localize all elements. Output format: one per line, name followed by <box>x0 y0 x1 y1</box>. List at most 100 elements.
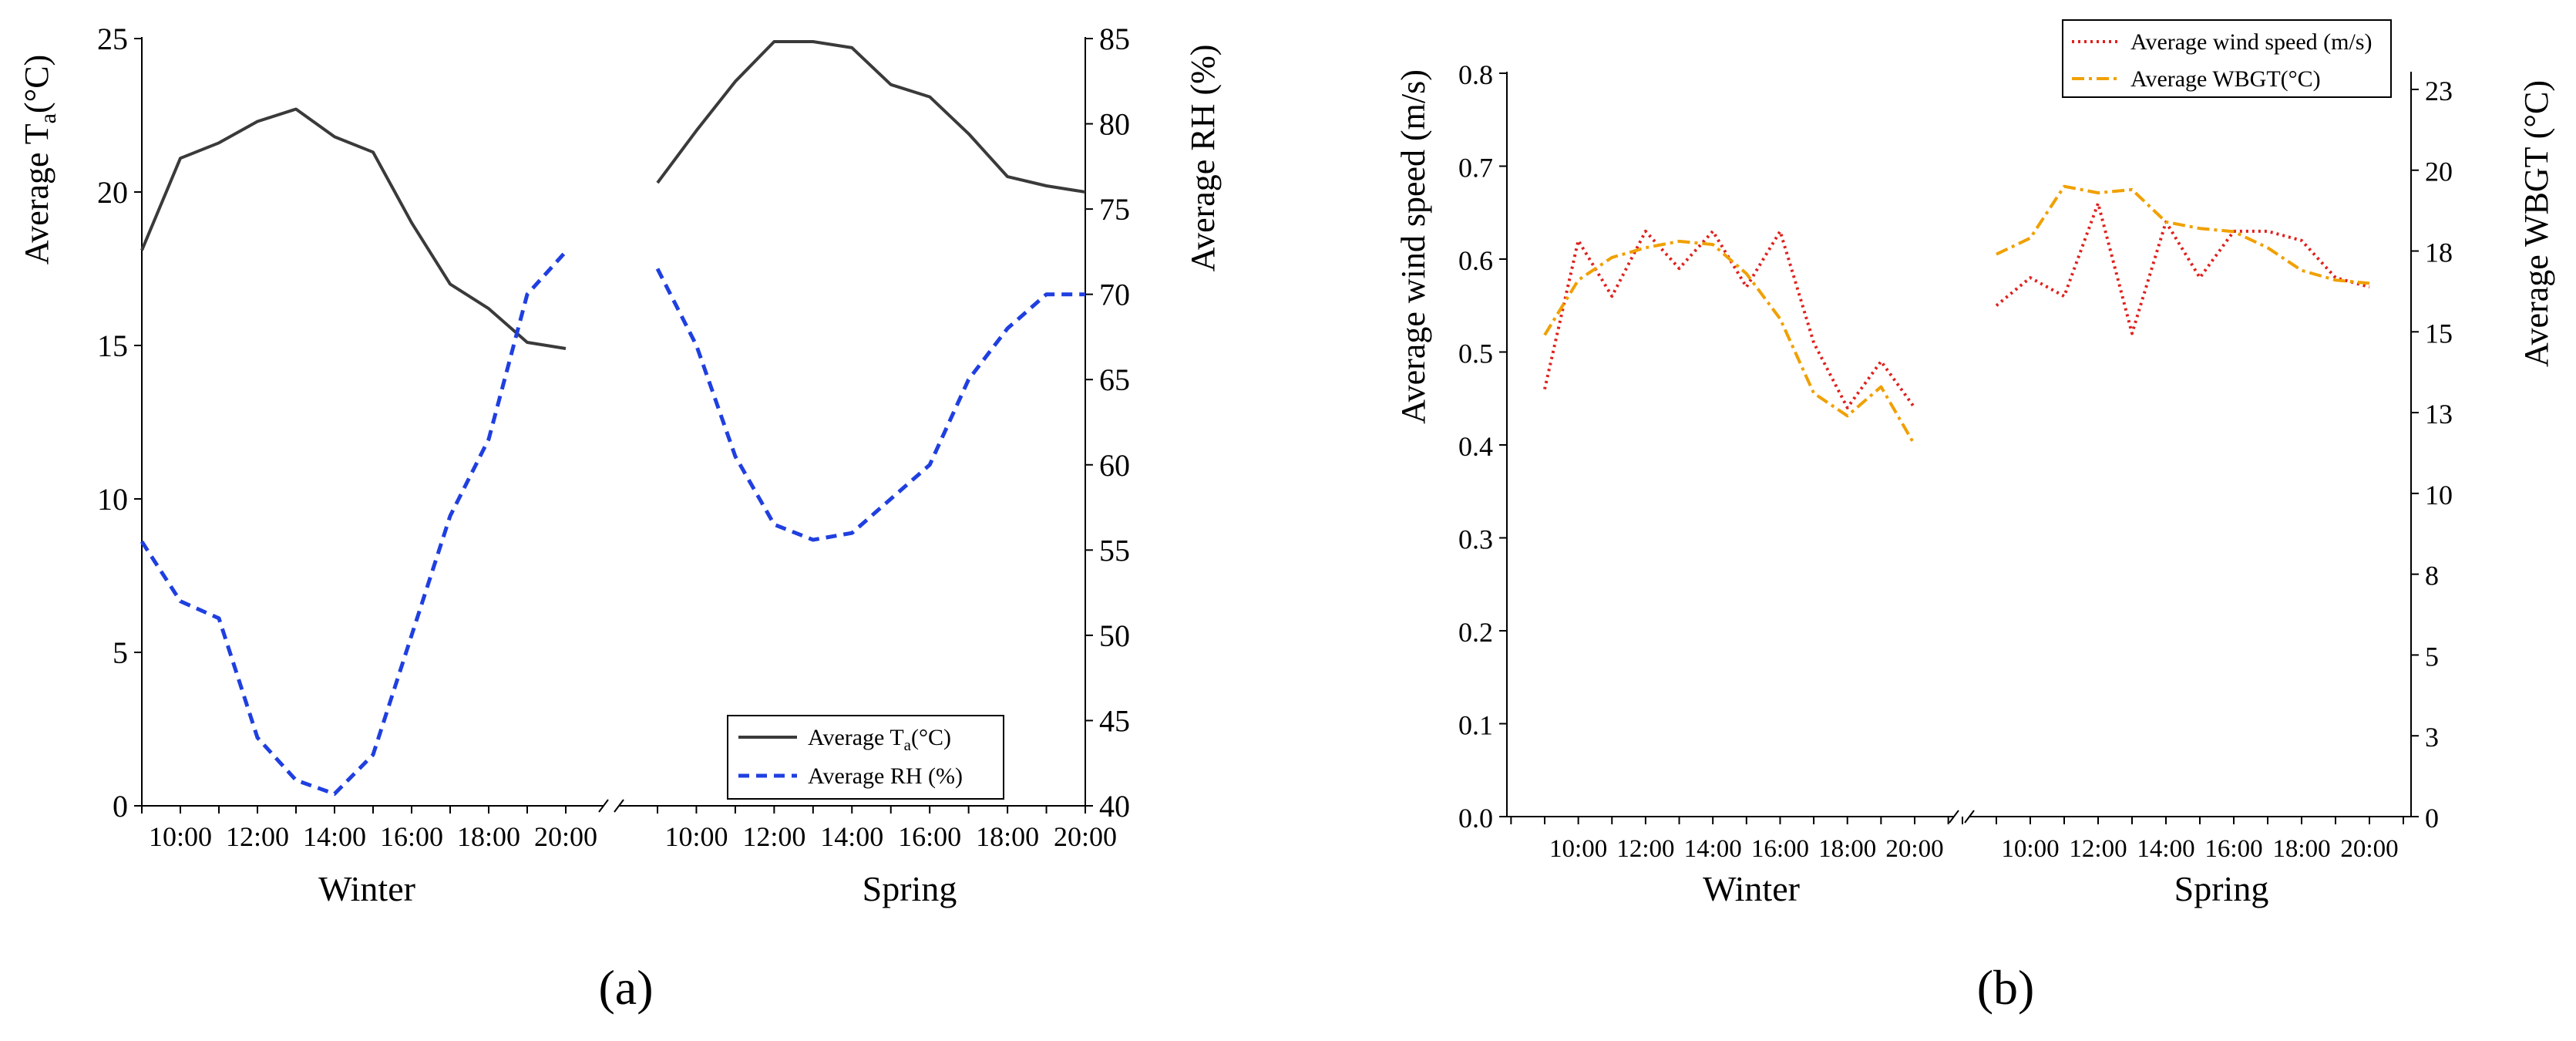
panel-b-x-tick-label: 10:00 <box>2001 835 2059 863</box>
panel-a-series-2-spring-line <box>655 268 1085 542</box>
panel-b-x-tick-label: 18:00 <box>2272 835 2330 863</box>
panel-b-x-tick-label: 16:00 <box>2204 835 2262 863</box>
panel-b-right-tick-label: 5 <box>2425 641 2439 672</box>
panel-b-left-tick-label: 0.4 <box>1458 431 1493 462</box>
panel-a-left-tick-label: 15 <box>97 328 128 363</box>
panel-b-left-tick-label: 0.7 <box>1458 153 1493 184</box>
panel-b-chart: 0.0 0.1 0.2 0.3 0.4 0.5 0.6 0.7 0.8 0 3 5 8 10 13 15 18 2… <box>1394 19 2555 1015</box>
panel-b-right-tick-label: 20 <box>2425 157 2453 187</box>
panel-b-series-2-winter-line <box>1543 239 1916 446</box>
panel-b-right-tick-label: 13 <box>2425 399 2453 430</box>
panel-b-left-tick-label: 0.1 <box>1458 710 1493 741</box>
panel-b-legend-wbgt-label: Average WBGT(°C) <box>2130 66 2321 92</box>
panel-b-left-tick-label: 0.6 <box>1458 245 1493 276</box>
panel-a-x-tick-label: 10:00 <box>149 821 212 852</box>
panel-a-figure-label: (a) <box>598 960 653 1015</box>
panel-b-legend-wind-label: Average wind speed (m/s) <box>2130 29 2373 55</box>
panel-b-x-tick-label: 10:00 <box>1549 835 1607 863</box>
panel-b-series-2-spring-line <box>1996 184 2370 285</box>
panel-a-x-tick-label: 16:00 <box>380 821 443 852</box>
panel-b-left-tick-label: 0.0 <box>1458 803 1493 834</box>
panel-b-left-tick-label: 0.8 <box>1458 59 1493 90</box>
panel-a-chart: 0 5 10 15 20 25 40 45 50 55 60 65 70 75 80 85 10:00 12:00… <box>18 22 1222 1015</box>
panel-a-right-tick-label: 50 <box>1099 618 1130 653</box>
panel-a-series-2-winter-line <box>140 250 567 796</box>
panel-a-axis-break-mark <box>598 799 609 813</box>
panel-a-left-tick-label: 25 <box>97 22 128 56</box>
panel-b-x-tick-label: 20:00 <box>1885 835 1943 863</box>
panel-b-right-tick-label: 23 <box>2425 76 2453 106</box>
panel-b-x-tick-label: 18:00 <box>1818 835 1876 863</box>
panel-a-left-axis-title: Average Ta(°C) <box>18 55 61 264</box>
panel-a-left-axis-title-main: Average T <box>18 123 55 264</box>
panel-a-right-tick-label: 85 <box>1099 22 1130 56</box>
panel-b-left-tick-label: 0.5 <box>1458 339 1493 369</box>
panel-a-lines <box>140 40 1086 796</box>
panel-b-left-axis-title: Average wind speed (m/s) <box>1394 69 1432 424</box>
panel-b-x-tick-label: 12:00 <box>2069 835 2127 863</box>
panel-a-x-tick-label: 14:00 <box>303 821 366 852</box>
panel-a-right-tick-label: 75 <box>1099 192 1130 227</box>
panel-b-spring-label: Spring <box>2174 869 2269 908</box>
panel-a-legend-box <box>727 715 1004 800</box>
panel-a-x-tick-label: 10:00 <box>664 821 728 852</box>
panel-a-x-tick-label: 20:00 <box>1054 821 1117 852</box>
panel-a-legend-rh-label: Average RH (%) <box>808 763 963 789</box>
panel-b-right-tick-label: 18 <box>2425 238 2453 268</box>
panel-b-left-tick-label: 0.2 <box>1458 617 1493 648</box>
panel-b-axes: 0.0 0.1 0.2 0.3 0.4 0.5 0.6 0.7 0.8 0 3 5 8 10 13 15 18 2… <box>1458 59 2453 863</box>
panel-a-left-axis-title-sub: a <box>35 113 61 123</box>
panel-b-series-1-spring-line <box>1995 201 2370 335</box>
panel-a-x-tick-label: 20:00 <box>534 821 597 852</box>
panel-a-right-tick-label: 80 <box>1099 107 1130 142</box>
panel-a-right-tick-label: 40 <box>1099 789 1130 824</box>
panel-a-x-tick-label: 14:00 <box>820 821 883 852</box>
panel-a-left-axis-title-unit: (°C) <box>18 55 55 113</box>
panel-a-axis-break-mark <box>614 799 624 813</box>
panel-a-series-1-winter-line <box>140 107 567 350</box>
panel-a-legend-ta-sub: a <box>904 736 912 754</box>
panel-a-left-tick-label: 0 <box>113 789 128 824</box>
panel-a-right-tick-label: 45 <box>1099 703 1130 738</box>
panel-a-left-tick-label: 10 <box>97 482 128 517</box>
panel-b-right-tick-label: 0 <box>2425 803 2439 834</box>
panel-a-legend-ta-main: Average T <box>808 725 904 750</box>
panel-a-legend-ta-unit: (°C) <box>911 725 951 750</box>
panel-b-lines <box>1543 184 2370 446</box>
panel-a-right-tick-label: 65 <box>1099 362 1130 397</box>
panel-b-x-tick-label: 14:00 <box>2137 835 2194 863</box>
panel-b-x-tick-label: 14:00 <box>1684 835 1742 863</box>
panel-b-winter-label: Winter <box>1703 869 1800 908</box>
panel-a-x-tick-label: 12:00 <box>742 821 805 852</box>
panel-b-legend: Average wind speed (m/s) Average WBGT(°C… <box>2062 19 2392 98</box>
panel-b-x-tick-label: 20:00 <box>2340 835 2398 863</box>
panel-a-series-1-spring-line <box>656 40 1086 194</box>
panel-b-x-tick-label: 16:00 <box>1751 835 1809 863</box>
panel-a-right-axis-title: Average RH (%) <box>1184 45 1222 272</box>
panel-a-x-tick-label: 16:00 <box>898 821 961 852</box>
panel-a-right-tick-label: 55 <box>1099 533 1130 568</box>
panel-b-x-tick-label: 12:00 <box>1616 835 1674 863</box>
panel-b-left-tick-label: 0.3 <box>1458 524 1493 555</box>
panel-b-right-axis-title: Average WBGT (°C) <box>2517 80 2555 367</box>
panel-a-axes: 0 5 10 15 20 25 40 45 50 55 60 65 70 75 80 85 10:00 12:00… <box>97 22 1130 852</box>
panel-a-legend: Average Ta(°C) Average RH (%) <box>727 715 1004 800</box>
panel-b-legend-box <box>2062 19 2392 98</box>
panel-a-x-tick-label: 12:00 <box>226 821 289 852</box>
panel-a-x-tick-label: 18:00 <box>457 821 520 852</box>
panel-b-right-tick-label: 3 <box>2425 722 2439 753</box>
panel-a-x-tick-label: 18:00 <box>976 821 1039 852</box>
panel-b-figure-label: (b) <box>1977 960 2035 1015</box>
panel-b-axis-break-mark <box>1964 810 1975 824</box>
panel-a-winter-label: Winter <box>318 869 415 908</box>
panel-a-right-tick-label: 60 <box>1099 448 1130 483</box>
panel-b-right-tick-label: 8 <box>2425 561 2439 591</box>
panel-a-left-tick-label: 20 <box>97 175 128 210</box>
panel-a-left-tick-label: 5 <box>113 635 128 670</box>
panel-b-axis-break-mark <box>1949 810 1959 824</box>
panel-a-spring-label: Spring <box>863 869 957 908</box>
panel-a-right-tick-label: 70 <box>1099 278 1130 312</box>
panel-a-legend-ta-label: Average Ta(°C) <box>808 725 951 754</box>
panel-b-right-tick-label: 10 <box>2425 480 2453 510</box>
